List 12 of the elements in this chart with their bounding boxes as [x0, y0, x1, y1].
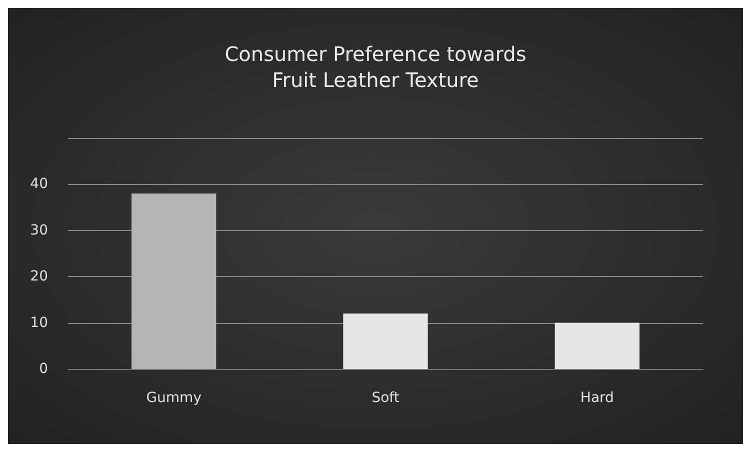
y-tick-label: 40	[30, 176, 48, 192]
bar	[132, 193, 216, 369]
bar	[554, 322, 640, 369]
x-tick-label: Hard	[580, 390, 614, 406]
bar	[343, 314, 428, 369]
chart-title: Consumer Preference towards Fruit Leather Texture	[224, 42, 526, 92]
y-tick-label: 0	[39, 361, 48, 377]
y-tick-label: 20	[30, 268, 48, 285]
y-tick-label: 10	[30, 314, 48, 331]
x-tick-label: Soft	[372, 390, 400, 406]
y-tick-label: 30	[30, 222, 48, 238]
x-tick-label: Gummy	[146, 390, 202, 406]
